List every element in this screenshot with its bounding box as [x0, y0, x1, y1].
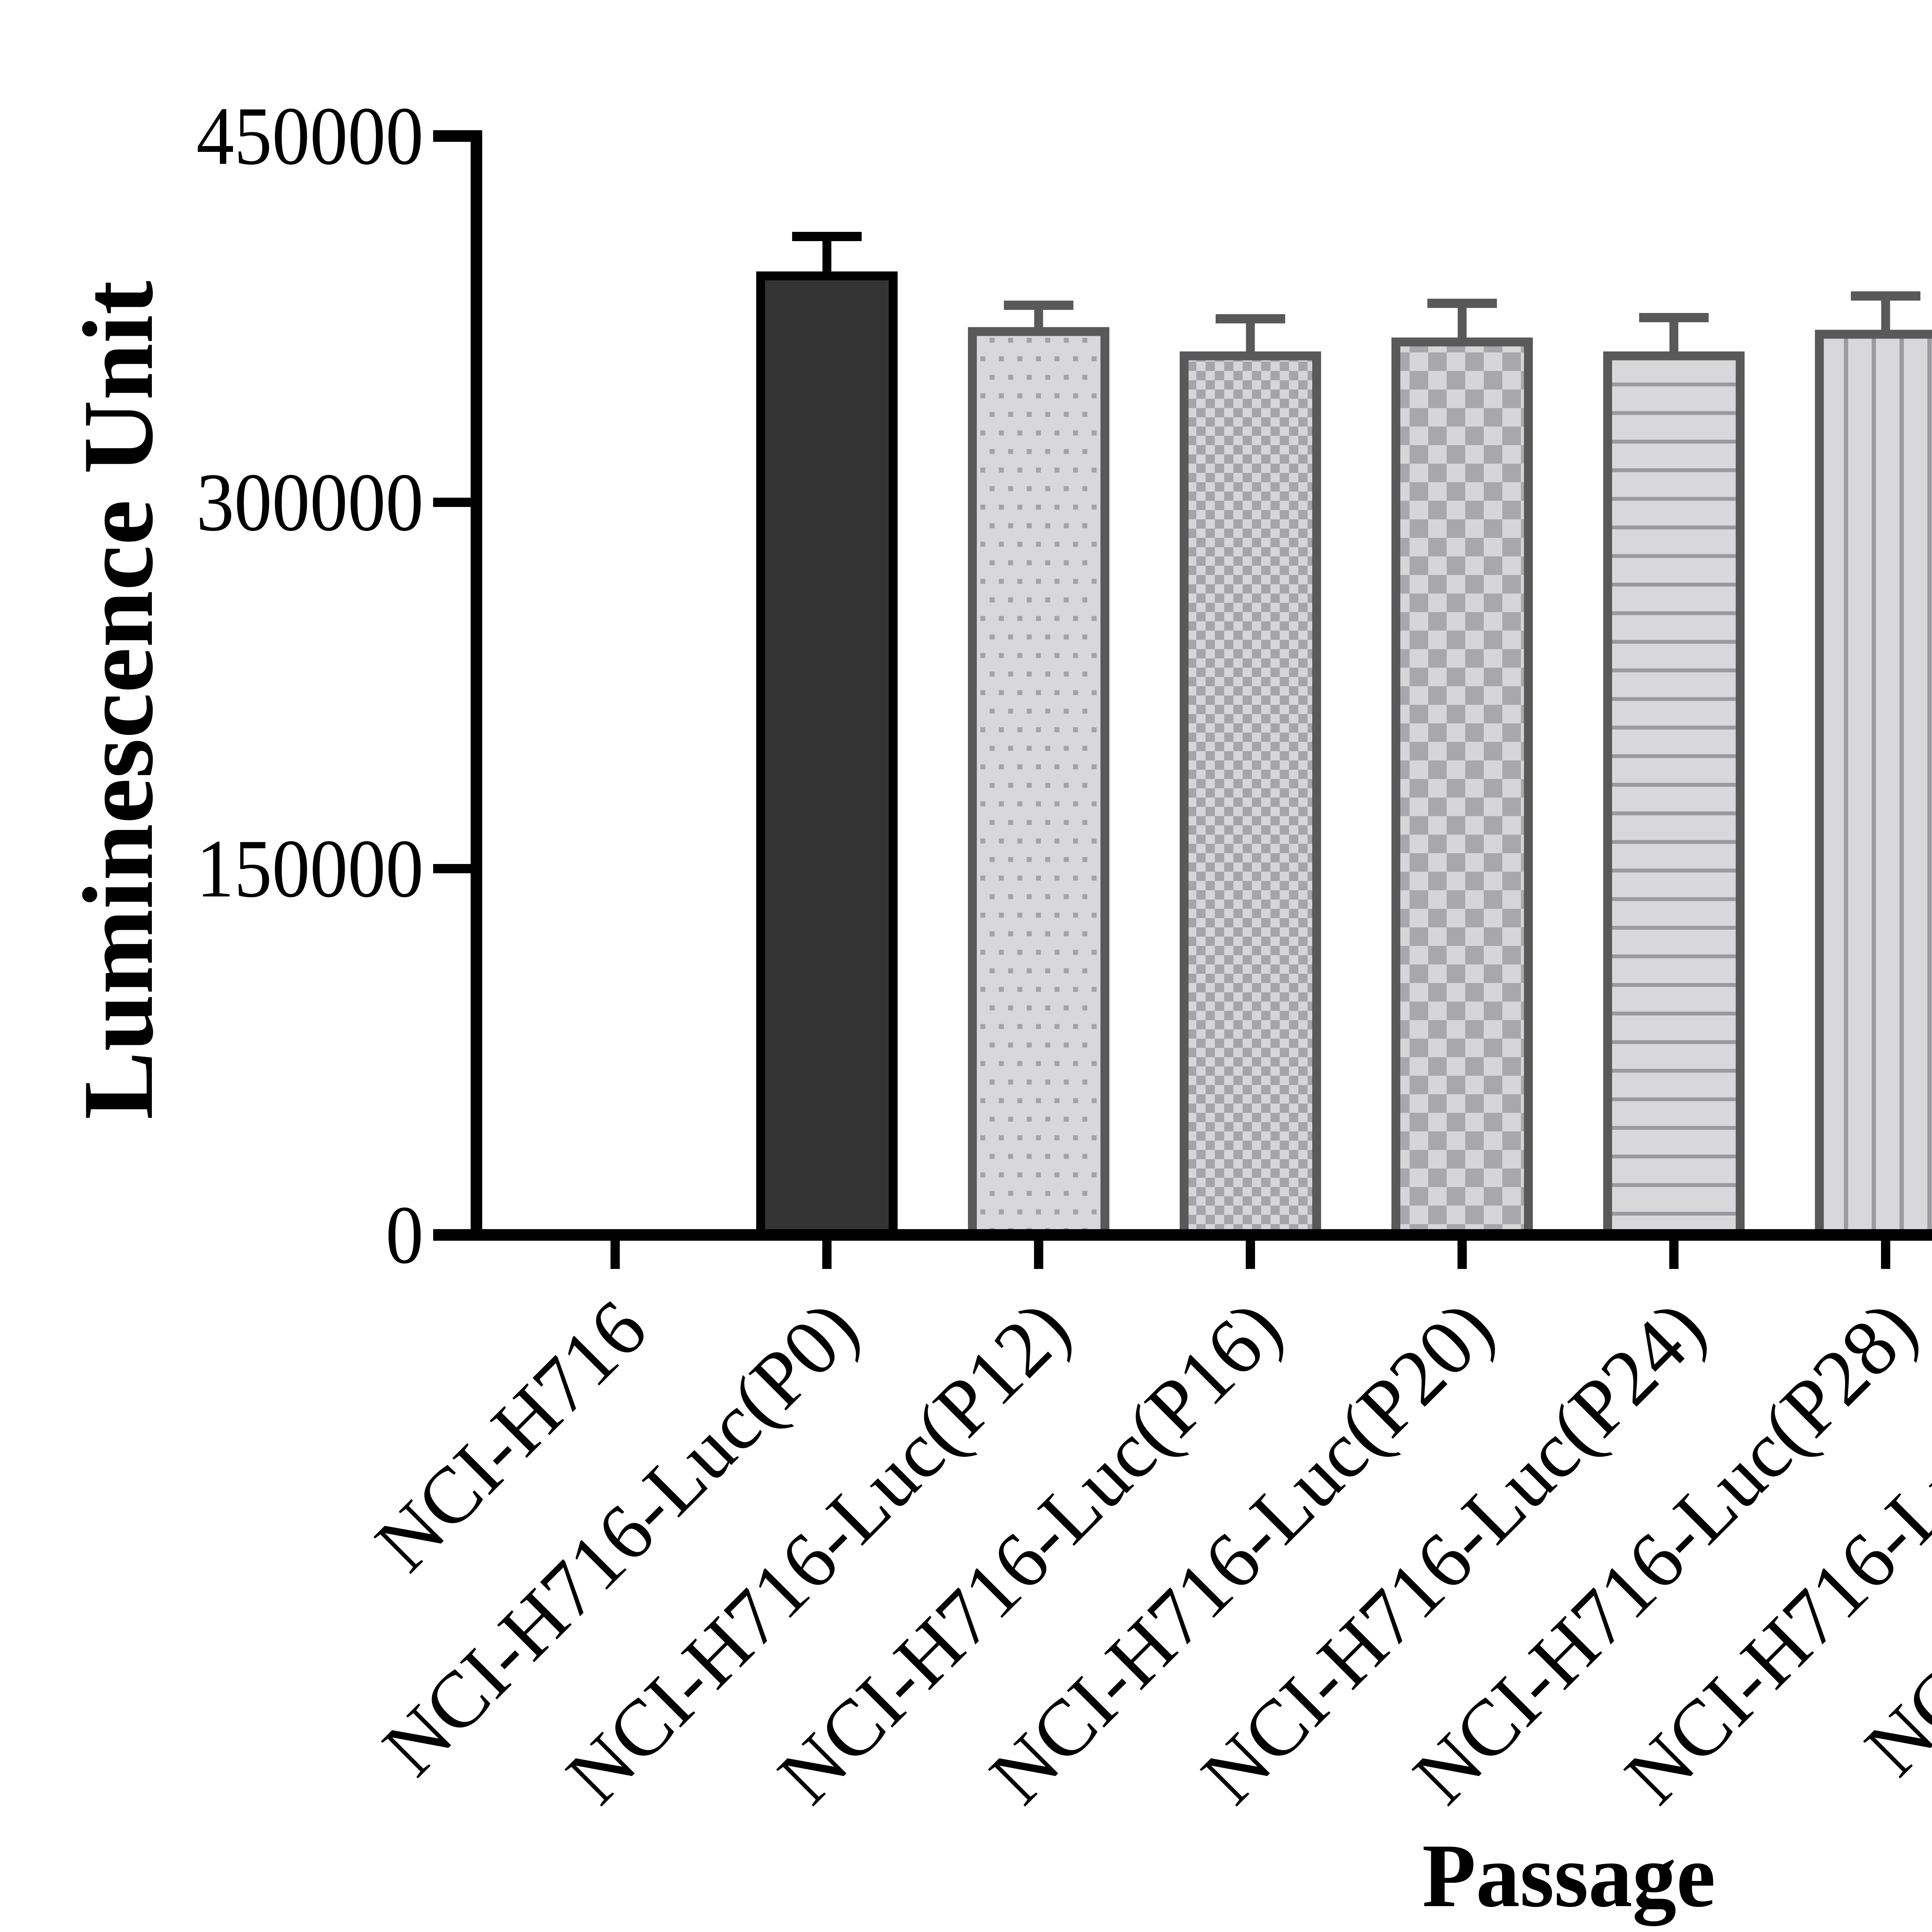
svg-text:300000: 300000: [196, 456, 423, 548]
svg-text:450000: 450000: [196, 90, 423, 182]
svg-text:150000: 150000: [196, 822, 423, 915]
svg-text:0: 0: [386, 1189, 423, 1281]
svg-text:Passage: Passage: [1422, 1825, 1716, 1926]
svg-text:Luminescence Unit: Luminescence Unit: [63, 280, 174, 1120]
